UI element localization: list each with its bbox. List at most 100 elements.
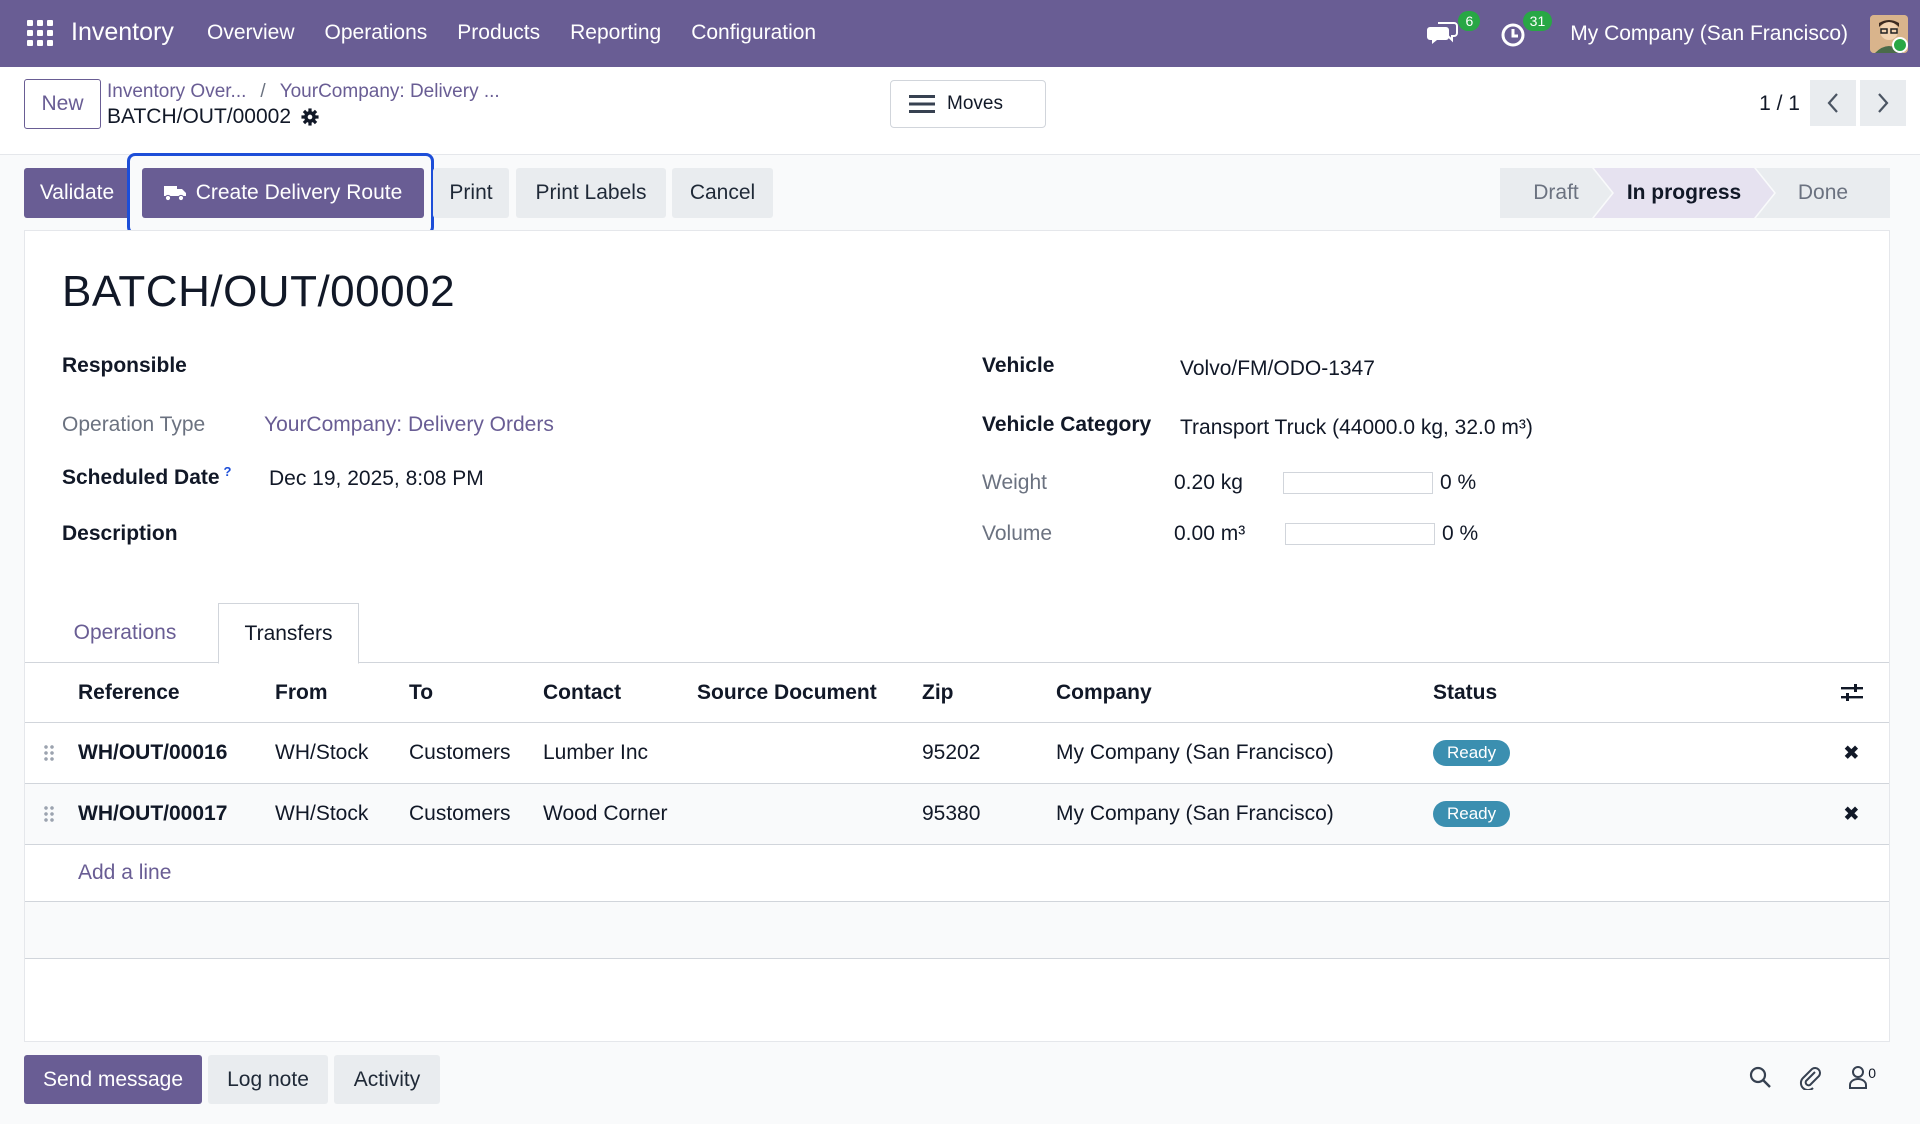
validate-button[interactable]: Validate (24, 168, 130, 218)
send-message-button[interactable]: Send message (24, 1055, 202, 1104)
current-record-name: BATCH/OUT/00002 (107, 105, 319, 129)
responsible-field[interactable] (265, 349, 915, 385)
log-note-button[interactable]: Log note (208, 1055, 328, 1104)
table-row[interactable]: WH/OUT/00016 WH/Stock Customers Lumber I… (25, 723, 1889, 784)
breadcrumb-item-delivery[interactable]: YourCompany: Delivery ... (279, 81, 500, 102)
chatter-topbar-icons: 0 (1748, 1064, 1876, 1090)
scheduled-date-field[interactable]: Dec 19, 2025, 8:08 PM (269, 467, 484, 490)
control-panel: New Inventory Over... / YourCompany: Del… (0, 67, 1920, 155)
new-button[interactable]: New (24, 79, 101, 129)
vehicle-label: Vehicle (982, 354, 1055, 377)
cell-zip: 95380 (922, 802, 981, 825)
cell-reference: WH/OUT/00016 (78, 741, 228, 764)
pager-next-button[interactable] (1860, 80, 1906, 126)
column-header-source-document[interactable]: Source Document (697, 680, 877, 704)
drag-handle-icon[interactable] (43, 805, 55, 823)
cell-contact: Wood Corner (543, 802, 668, 825)
cell-zip: 95202 (922, 741, 981, 764)
vehicle-category-label: Vehicle Category (982, 413, 1152, 436)
column-header-to[interactable]: To (409, 680, 434, 704)
print-button[interactable]: Print (433, 168, 509, 218)
navbar-systray: 6 31 My Company (San Francisco) (1426, 0, 1920, 67)
optional-columns-sliders-icon[interactable] (1841, 683, 1863, 703)
menu-reporting[interactable]: Reporting (570, 21, 662, 44)
vehicle-field[interactable]: Volvo/FM/ODO-1347 (1180, 357, 1375, 380)
column-header-company[interactable]: Company (1056, 680, 1152, 704)
app-menu-grid-icon[interactable] (27, 20, 53, 46)
truck-icon (163, 186, 186, 202)
cell-from: WH/Stock (275, 741, 369, 764)
followers-button[interactable]: 0 (1848, 1065, 1876, 1089)
gear-icon[interactable] (301, 108, 319, 126)
operation-type-label: Operation Type (62, 413, 206, 436)
chevron-right-icon (1878, 93, 1889, 113)
create-delivery-route-button[interactable]: Create Delivery Route (142, 168, 424, 218)
column-header-zip[interactable]: Zip (922, 680, 954, 704)
followers-count: 0 (1868, 1065, 1876, 1081)
list-bars-icon (909, 95, 935, 113)
add-a-line-link[interactable]: Add a line (78, 861, 172, 884)
drag-handle-icon[interactable] (43, 744, 55, 762)
print-labels-button[interactable]: Print Labels (516, 168, 666, 218)
operation-type-link[interactable]: YourCompany: Delivery Orders (264, 413, 554, 436)
tab-transfers[interactable]: Transfers (218, 603, 359, 664)
table-header-row: Reference From To Contact Source Documen… (25, 663, 1889, 723)
breadcrumb: Inventory Over... / YourCompany: Deliver… (107, 81, 500, 103)
column-header-reference[interactable]: Reference (78, 680, 180, 704)
stage-in-progress[interactable]: In progress (1594, 168, 1774, 218)
batch-title: BATCH/OUT/00002 (62, 267, 456, 316)
cell-company: My Company (San Francisco) (1056, 802, 1334, 825)
app-name[interactable]: Inventory (71, 18, 174, 46)
notebook-tabs: Operations Transfers (25, 603, 1889, 664)
weight-progress-bar (1283, 472, 1433, 494)
stage-done[interactable]: Done (1756, 168, 1890, 218)
column-header-from[interactable]: From (275, 680, 328, 704)
activity-button[interactable]: Activity (334, 1055, 440, 1104)
stage-draft[interactable]: Draft (1500, 168, 1612, 218)
clock-icon (1501, 23, 1525, 46)
column-header-status[interactable]: Status (1433, 680, 1498, 704)
volume-progress-bar (1285, 523, 1435, 545)
messages-button[interactable]: 6 (1426, 10, 1481, 51)
menu-operations[interactable]: Operations (324, 21, 428, 44)
record-name-label: BATCH/OUT/00002 (107, 105, 292, 128)
menu-overview[interactable]: Overview (207, 21, 295, 44)
user-avatar[interactable] (1870, 14, 1908, 53)
scheduled-date-label: Scheduled Date? (62, 464, 232, 490)
delete-row-icon[interactable]: ✖ (1843, 742, 1860, 765)
status-badge: Ready (1433, 801, 1511, 827)
add-line-row: Add a line (25, 845, 1889, 902)
table-row[interactable]: WH/OUT/00017 WH/Stock Customers Wood Cor… (25, 784, 1889, 845)
menu-products[interactable]: Products (457, 21, 541, 44)
description-field[interactable] (265, 517, 915, 553)
tab-operations[interactable]: Operations (73, 621, 177, 644)
volume-percent: 0 % (1442, 522, 1479, 545)
user-outline-icon (1849, 1066, 1868, 1089)
cell-reference: WH/OUT/00017 (78, 802, 228, 825)
paperclip-icon[interactable] (1798, 1064, 1822, 1090)
transfers-table: Reference From To Contact Source Documen… (25, 663, 1889, 959)
search-icon[interactable] (1748, 1065, 1772, 1089)
breadcrumb-item-inventory-overview[interactable]: Inventory Over... (107, 81, 247, 102)
activities-button[interactable]: 31 (1498, 10, 1553, 51)
empty-table-row (25, 902, 1889, 959)
vehicle-category-field[interactable]: Transport Truck (44000.0 kg, 32.0 m³) (1180, 416, 1533, 439)
menu-configuration[interactable]: Configuration (691, 21, 817, 44)
weight-label: Weight (982, 471, 1047, 494)
chevron-left-icon (1827, 93, 1838, 113)
column-header-contact[interactable]: Contact (543, 680, 622, 704)
responsible-label: Responsible (62, 354, 187, 377)
moves-smart-button[interactable]: Moves (890, 80, 1046, 128)
top-navbar: Inventory Overview Operations Products R… (0, 0, 1920, 67)
pager-value[interactable]: 1 / 1 (1759, 92, 1800, 115)
weight-percent: 0 % (1440, 471, 1477, 494)
delete-row-icon[interactable]: ✖ (1843, 803, 1860, 826)
company-switcher[interactable]: My Company (San Francisco) (1570, 21, 1848, 45)
help-tooltip-icon[interactable]: ? (223, 464, 232, 479)
cell-company: My Company (San Francisco) (1056, 741, 1334, 764)
status-bar: Draft In progress Done (1500, 168, 1890, 218)
pager-previous-button[interactable] (1810, 80, 1856, 126)
user-portrait-icon (1870, 14, 1908, 53)
main-menu: Overview Operations Products Reporting C… (207, 21, 816, 45)
cancel-button[interactable]: Cancel (672, 168, 773, 218)
